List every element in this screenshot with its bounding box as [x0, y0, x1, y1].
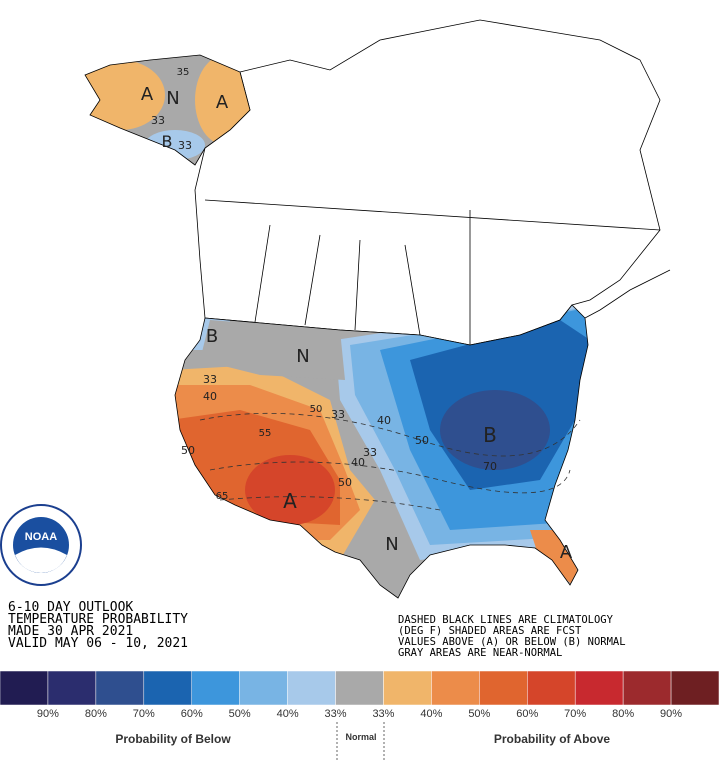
- legend-label: 60%: [181, 708, 203, 720]
- note-line: VALUES ABOVE (A) OR BELOW (B) NORMAL: [398, 636, 626, 648]
- land-outline: [194, 19, 671, 346]
- map-label: A: [560, 542, 573, 563]
- note-line: DASHED BLACK LINES ARE CLIMATOLOGY: [398, 614, 614, 626]
- legend-swatch: [191, 670, 240, 706]
- legend-label: 90%: [37, 708, 59, 720]
- note-line: GRAY AREAS ARE NEAR-NORMAL: [398, 647, 562, 659]
- us-shading: [175, 305, 588, 598]
- legend-swatch: [574, 670, 624, 706]
- legend-swatch: [479, 670, 528, 706]
- map-label: 55: [259, 428, 272, 439]
- note-line: (DEG F) SHADED AREAS ARE FCST: [398, 625, 582, 637]
- logo-text: NOAA: [25, 531, 57, 543]
- legend-swatch: [670, 670, 719, 706]
- title-line: TEMPERATURE PROBABILITY: [8, 612, 188, 627]
- map-label: B: [483, 423, 497, 447]
- legend-swatch: [143, 670, 192, 706]
- legend-swatch: [622, 670, 672, 706]
- map-label: 33: [363, 446, 377, 459]
- legend-label: 50%: [229, 708, 251, 720]
- below-caption: Probability of Below: [115, 732, 231, 746]
- map-label: B: [206, 326, 218, 347]
- legend-label: 60%: [516, 708, 538, 720]
- title-line: VALID MAY 06 - 10, 2021: [8, 636, 188, 651]
- map-label: 35: [177, 67, 190, 78]
- map-label: A: [141, 84, 154, 105]
- noaa-logo: NOAA: [0, 504, 82, 586]
- legend-label: 80%: [85, 708, 107, 720]
- map-label: 50: [415, 434, 429, 447]
- map-label: 40: [351, 456, 365, 469]
- legend-label: 40%: [277, 708, 299, 720]
- title-line: 6-10 DAY OUTLOOK: [8, 600, 133, 615]
- alaska-outline: [84, 54, 251, 166]
- legend-label: 80%: [612, 708, 634, 720]
- map-label: 33: [331, 408, 345, 421]
- map-label: 33: [178, 139, 192, 152]
- legend-label: 33%: [372, 708, 394, 720]
- map-label: A: [216, 92, 229, 113]
- legend-swatch: [47, 670, 97, 706]
- map-label: N: [166, 88, 179, 109]
- above-caption: Probability of Above: [494, 732, 611, 746]
- map-label: A: [283, 489, 297, 513]
- map-label: 40: [203, 390, 217, 403]
- map-label: 50: [181, 444, 195, 457]
- climatology-lines: [199, 412, 581, 511]
- legend-swatch: [95, 670, 145, 706]
- legend-label: 50%: [468, 708, 490, 720]
- title-line: MADE 30 APR 2021: [8, 624, 133, 639]
- legend-label: 70%: [133, 708, 155, 720]
- map-label: 50: [338, 476, 352, 489]
- map-label: B: [162, 132, 173, 151]
- map-label: N: [385, 534, 398, 555]
- map-label: 65: [216, 491, 229, 502]
- legend-label: 33%: [325, 708, 347, 720]
- legend-label: 70%: [564, 708, 586, 720]
- legend-swatch: [239, 670, 288, 706]
- legend-swatch: [335, 670, 384, 706]
- legend-label: 40%: [420, 708, 442, 720]
- map-label: 33: [151, 114, 165, 127]
- legend-swatch: [527, 670, 576, 706]
- legend-swatch: [431, 670, 480, 706]
- normal-caption: Normal: [345, 732, 376, 742]
- map-label: N: [296, 346, 309, 367]
- us-outline: [174, 304, 589, 599]
- legend-swatch: [383, 670, 432, 706]
- legend-label: 90%: [660, 708, 682, 720]
- map-label: 40: [377, 414, 391, 427]
- legend-swatch: [287, 670, 336, 706]
- map-label: 70: [483, 460, 497, 473]
- map-label: 33: [203, 373, 217, 386]
- map-label: 50: [310, 404, 323, 415]
- legend-swatch: [0, 670, 49, 706]
